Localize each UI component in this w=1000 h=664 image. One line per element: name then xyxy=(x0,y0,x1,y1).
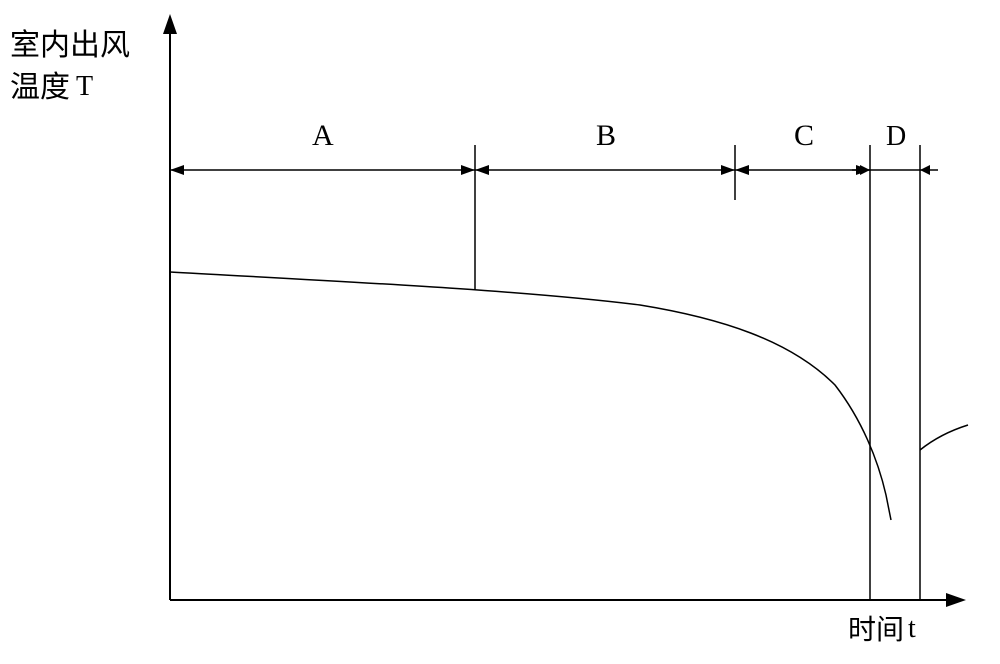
diagram-svg xyxy=(0,0,1000,664)
y-axis-label-line1: 室内出风 xyxy=(10,28,130,64)
y-axis-symbol: T xyxy=(76,70,93,104)
x-axis-label: 时间 xyxy=(848,614,904,648)
y-axis-label-line2: 温度 xyxy=(10,70,70,106)
diagram-canvas: { "canvas": { "width": 1000, "height": 6… xyxy=(0,0,1000,664)
segment-label-c: C xyxy=(794,118,814,154)
x-axis-symbol: t xyxy=(908,612,916,646)
segment-label-b: B xyxy=(596,118,616,154)
segment-label-d: D xyxy=(886,120,906,154)
segment-label-a: A xyxy=(312,118,334,154)
